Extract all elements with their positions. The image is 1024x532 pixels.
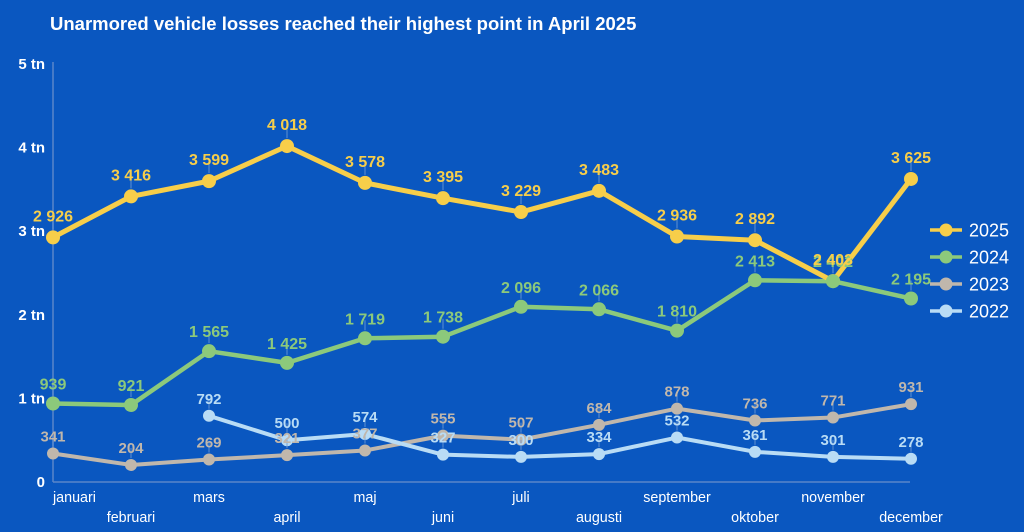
svg-text:278: 278: [898, 434, 923, 451]
svg-text:4 tn: 4 tn: [18, 140, 45, 157]
svg-text:334: 334: [586, 429, 612, 446]
svg-text:2 tn: 2 tn: [18, 307, 45, 324]
svg-text:5 tn: 5 tn: [18, 56, 45, 73]
svg-text:792: 792: [196, 391, 221, 408]
svg-text:september: september: [643, 490, 711, 506]
svg-text:361: 361: [742, 427, 767, 444]
svg-text:500: 500: [274, 415, 299, 432]
svg-text:771: 771: [820, 393, 845, 410]
svg-text:532: 532: [664, 413, 689, 430]
svg-text:1 810: 1 810: [657, 304, 697, 321]
svg-text:augusti: augusti: [576, 510, 622, 526]
svg-text:3 625: 3 625: [891, 150, 931, 167]
svg-text:3 483: 3 483: [579, 162, 619, 179]
svg-text:931: 931: [898, 379, 923, 396]
svg-text:1 425: 1 425: [267, 336, 307, 353]
svg-text:1 565: 1 565: [189, 324, 229, 341]
svg-text:2 096: 2 096: [501, 280, 541, 297]
svg-text:269: 269: [196, 435, 221, 452]
svg-text:1 719: 1 719: [345, 311, 385, 328]
svg-text:341: 341: [40, 428, 65, 445]
svg-text:4 018: 4 018: [267, 117, 307, 134]
svg-text:mars: mars: [193, 490, 225, 506]
svg-text:2 926: 2 926: [33, 208, 73, 225]
svg-text:1 738: 1 738: [423, 310, 463, 327]
svg-text:3 578: 3 578: [345, 154, 385, 171]
svg-text:327: 327: [430, 430, 455, 447]
svg-text:2 403: 2 403: [813, 252, 853, 269]
svg-text:2024: 2024: [969, 248, 1009, 268]
svg-text:921: 921: [118, 378, 145, 395]
svg-text:3 599: 3 599: [189, 152, 229, 169]
svg-text:0: 0: [37, 474, 45, 491]
svg-text:301: 301: [820, 432, 845, 449]
svg-text:november: november: [801, 490, 865, 506]
svg-text:juni: juni: [431, 510, 454, 526]
svg-text:555: 555: [430, 411, 455, 428]
svg-text:2 066: 2 066: [579, 282, 619, 299]
svg-text:574: 574: [352, 409, 378, 426]
svg-text:april: april: [273, 510, 300, 526]
svg-text:2023: 2023: [969, 275, 1009, 295]
svg-text:3 416: 3 416: [111, 167, 151, 184]
svg-text:2 892: 2 892: [735, 211, 775, 228]
svg-text:3 tn: 3 tn: [18, 223, 45, 240]
svg-text:204: 204: [118, 440, 144, 457]
svg-text:2 936: 2 936: [657, 208, 697, 225]
svg-text:300: 300: [508, 432, 533, 449]
svg-text:2025: 2025: [969, 221, 1009, 241]
svg-text:juli: juli: [511, 490, 529, 506]
svg-text:maj: maj: [353, 490, 376, 506]
svg-text:684: 684: [586, 400, 612, 417]
svg-text:oktober: oktober: [731, 510, 779, 526]
svg-text:2 195: 2 195: [891, 272, 931, 289]
svg-text:2022: 2022: [969, 302, 1009, 322]
svg-text:januari: januari: [52, 490, 96, 506]
svg-text:3 229: 3 229: [501, 183, 541, 200]
svg-text:377: 377: [352, 425, 377, 442]
svg-text:736: 736: [742, 395, 767, 412]
svg-text:321: 321: [274, 430, 299, 447]
svg-text:507: 507: [508, 415, 533, 432]
svg-text:december: december: [879, 510, 943, 526]
svg-text:939: 939: [40, 377, 67, 394]
svg-text:februari: februari: [107, 510, 155, 526]
svg-text:3 395: 3 395: [423, 169, 463, 186]
svg-text:878: 878: [664, 384, 689, 401]
svg-text:2 413: 2 413: [735, 253, 775, 270]
